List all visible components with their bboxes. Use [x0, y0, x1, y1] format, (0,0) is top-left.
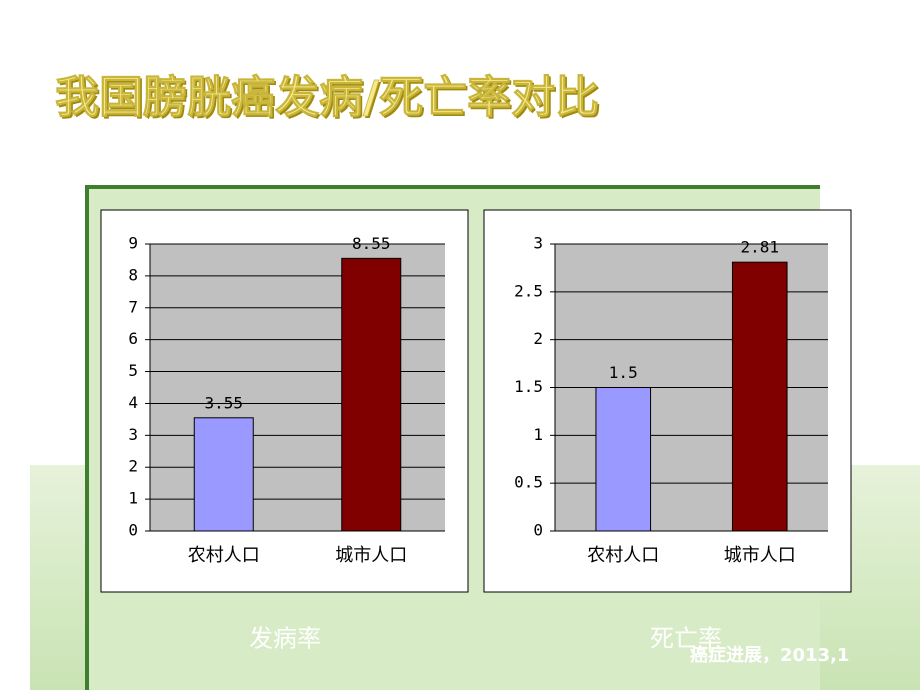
bar [731, 261, 788, 532]
y-tick-label: 1 [533, 425, 543, 444]
value-label: 3.55 [204, 393, 243, 412]
y-tick-label: 8 [128, 265, 138, 284]
y-tick-label: 9 [128, 234, 138, 253]
y-tick-label: 6 [128, 329, 138, 348]
chart-caption: 死亡率 [650, 625, 722, 653]
y-tick-label: 0 [128, 521, 138, 540]
y-tick-label: 3 [128, 425, 138, 444]
value-label: 8.55 [352, 234, 391, 253]
value-label: 1.5 [609, 363, 638, 382]
x-tick-label: 农村人口 [188, 545, 260, 566]
y-tick-label: 5 [128, 361, 138, 380]
panel-border [85, 185, 820, 189]
chart-caption: 发病率 [249, 625, 321, 653]
y-tick-label: 2 [128, 457, 138, 476]
source: 癌症进展，2013,1 [690, 644, 849, 666]
x-tick-label: 农村人口 [587, 545, 659, 566]
value-label: 2.81 [740, 238, 779, 257]
y-tick-label: 0.5 [514, 473, 543, 492]
y-tick-label: 7 [128, 297, 138, 316]
x-tick-label: 城市人口 [335, 545, 407, 566]
y-tick-label: 2 [533, 329, 543, 348]
panel-border [85, 185, 89, 690]
slide-title-shadow: 我国膀胱癌发病/死亡率对比 [57, 74, 601, 125]
x-tick-label: 城市人口 [724, 545, 796, 566]
y-tick-label: 4 [128, 393, 138, 412]
y-tick-label: 2.5 [514, 281, 543, 300]
y-tick-label: 1 [128, 489, 138, 508]
slide-title: 我国膀胱癌发病/死亡率对比 [55, 72, 599, 123]
y-tick-label: 0 [533, 521, 543, 540]
bar [341, 257, 402, 532]
bar [595, 387, 652, 532]
y-tick-label: 1.5 [514, 377, 543, 396]
bar [193, 417, 254, 532]
y-tick-label: 3 [533, 234, 543, 253]
